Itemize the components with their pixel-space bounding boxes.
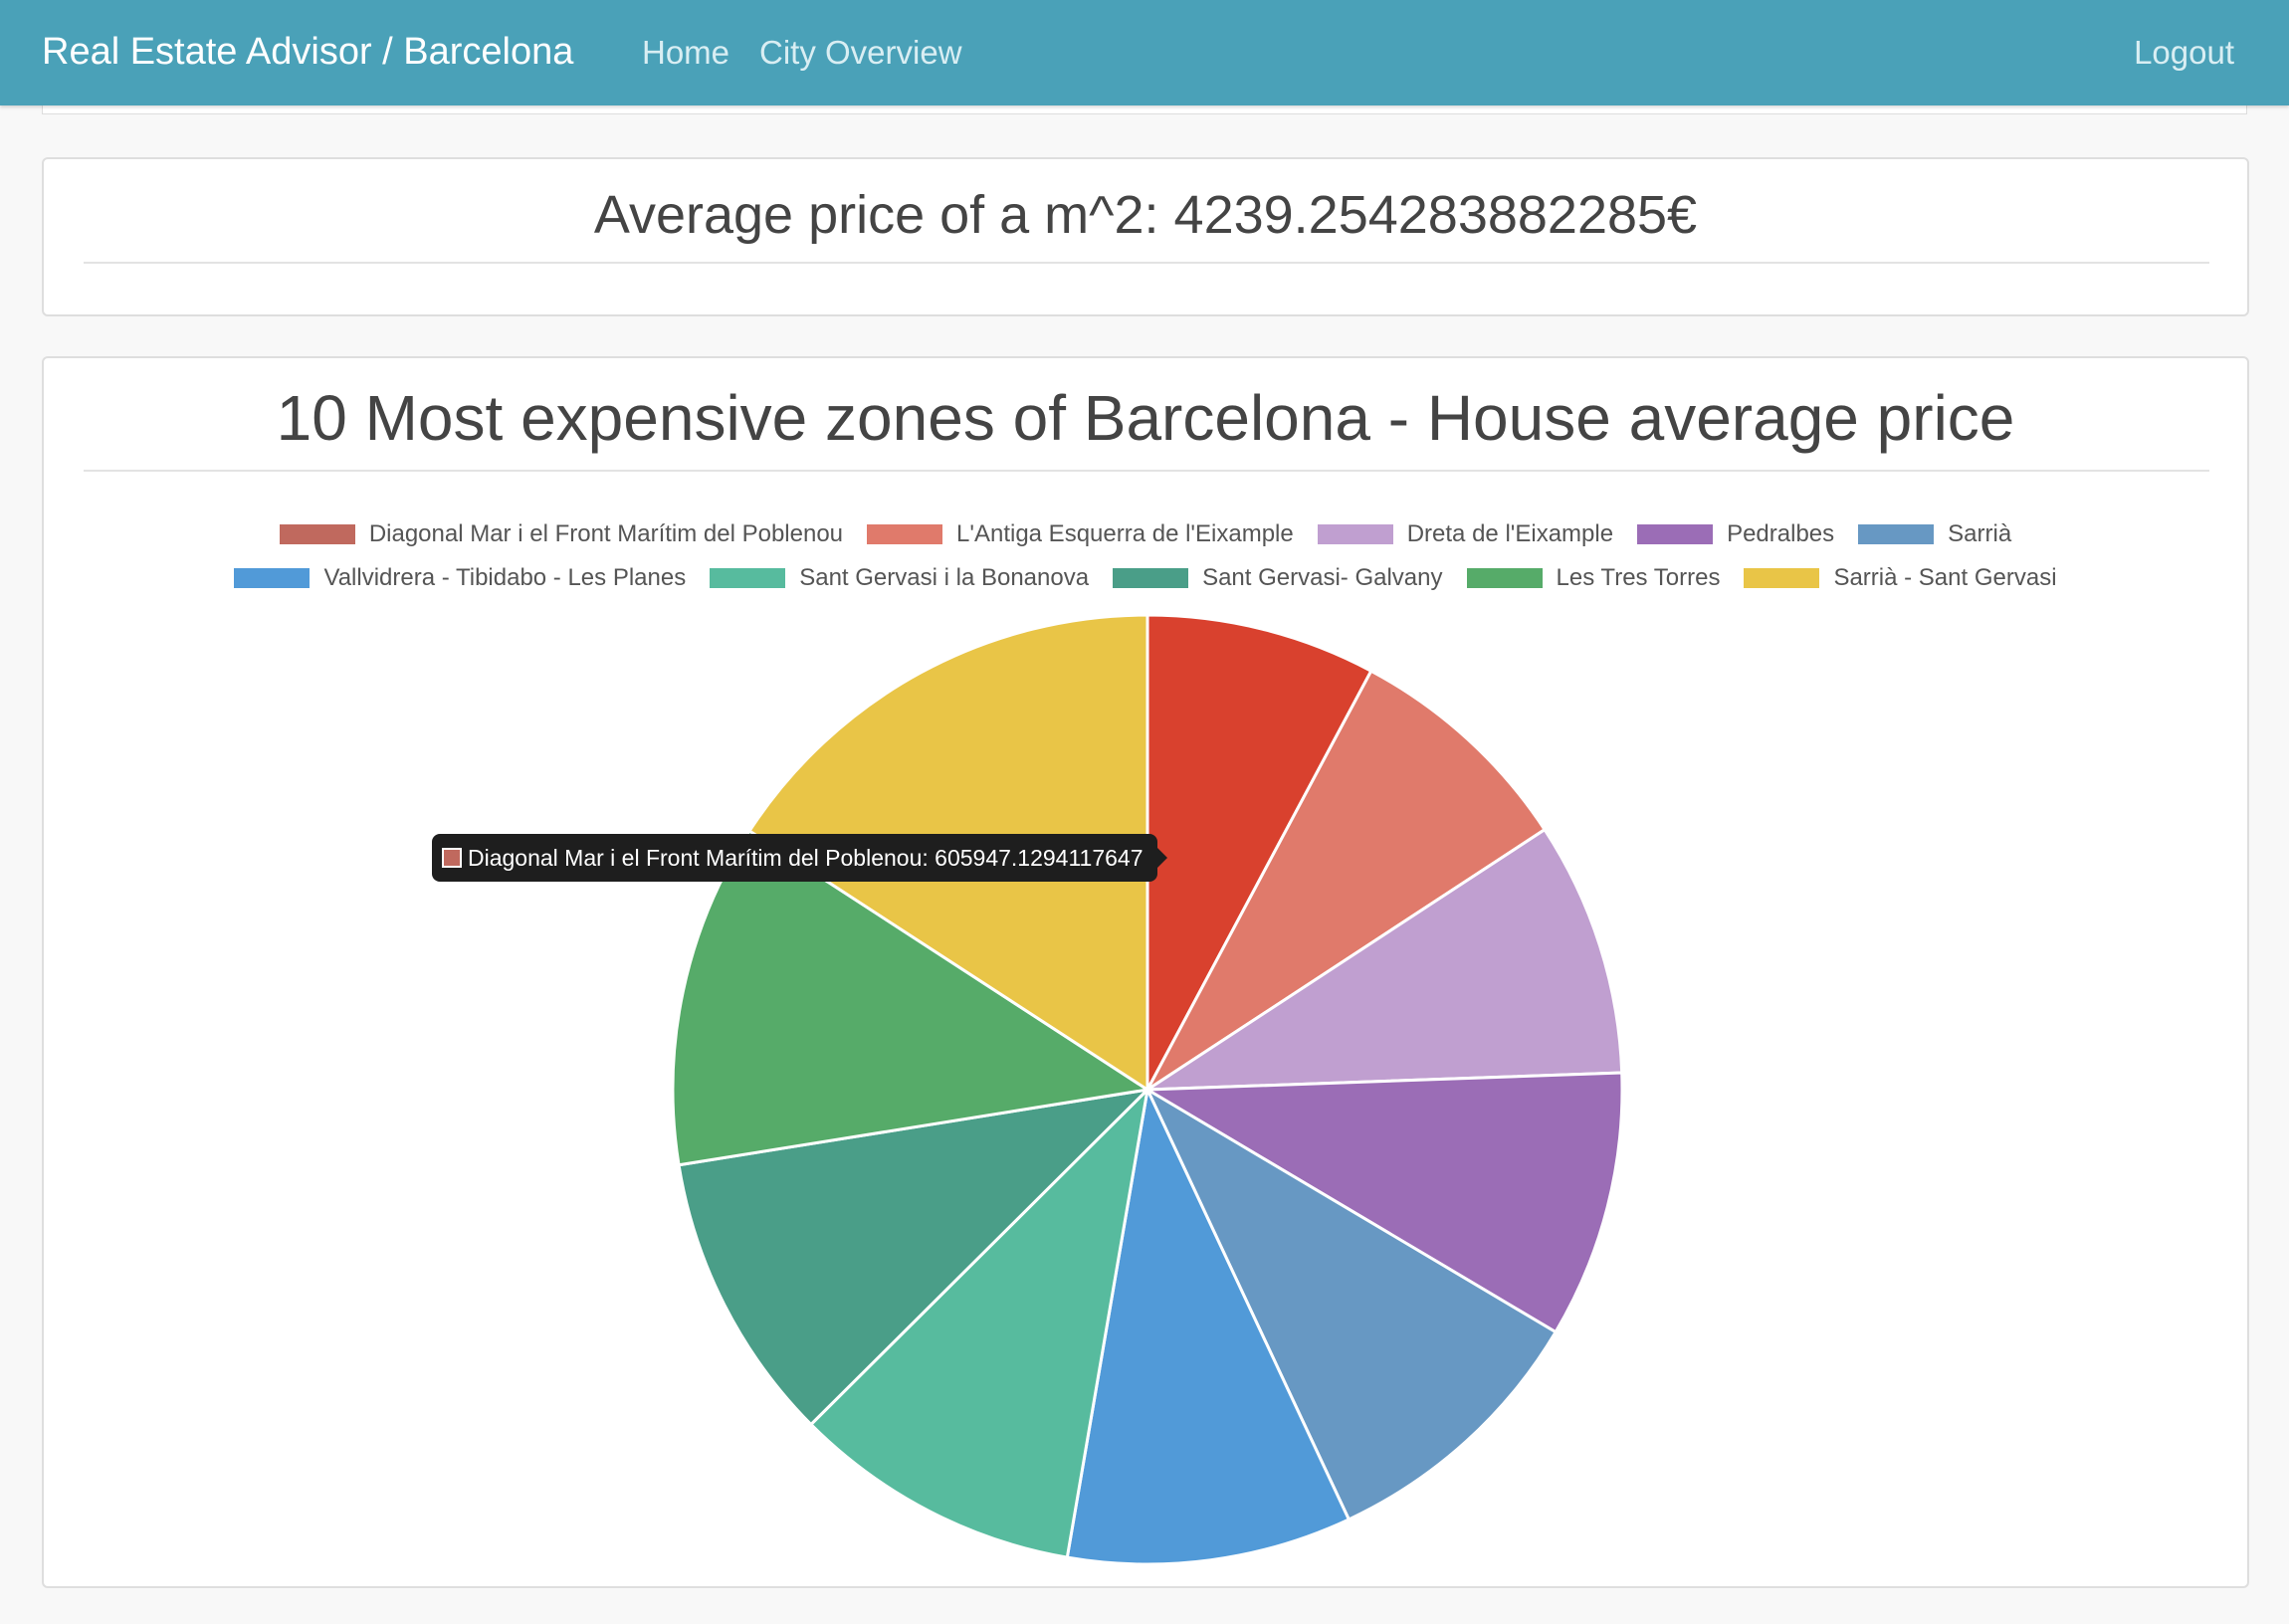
panel-divider: [84, 262, 2209, 264]
legend-item[interactable]: Sarrià: [1858, 519, 2011, 549]
legend-label: Dreta de l'Eixample: [1406, 520, 1614, 547]
legend-swatch: [1637, 524, 1714, 544]
legend-item[interactable]: L'Antiga Esquerra de l'Eixample: [867, 519, 1294, 549]
nav-link-home[interactable]: Home: [642, 34, 730, 71]
legend-label: Diagonal Mar i el Front Marítim del Pobl…: [368, 520, 844, 547]
navbar: Real Estate Advisor / Barcelona Home Cit…: [0, 0, 2289, 105]
brand-link[interactable]: Real Estate Advisor / Barcelona: [42, 31, 574, 73]
legend-label: Pedralbes: [1727, 520, 1835, 547]
legend-label: Sant Gervasi i la Bonanova: [799, 564, 1090, 591]
legend-label: Les Tres Torres: [1556, 564, 1721, 591]
pie-chart: [671, 613, 1624, 1566]
legend-swatch: [279, 524, 355, 544]
pie-slice[interactable]: [1142, 1071, 1624, 1334]
average-price-title: Average price of a m^2: 4239.25428388228…: [593, 185, 1698, 245]
legend-item[interactable]: Les Tres Torres: [1466, 563, 1721, 593]
pie-slice[interactable]: [677, 1087, 1152, 1427]
chart-panel: 10 Most expensive zones of Barcelona - H…: [42, 356, 2249, 1588]
legend-item[interactable]: Sarrià - Sant Gervasi: [1744, 563, 2057, 593]
legend-label: L'Antiga Esquerra de l'Eixample: [956, 520, 1294, 547]
tooltip-swatch: [442, 848, 462, 868]
pie-slice[interactable]: [1065, 1085, 1352, 1566]
legend-label: Sarrià: [1948, 520, 2012, 547]
legend-swatch: [1466, 568, 1543, 588]
pie-slice[interactable]: [1144, 1086, 1559, 1522]
legend-item[interactable]: Diagonal Mar i el Front Marítim del Pobl…: [279, 519, 844, 549]
pie-slice[interactable]: [1145, 669, 1548, 1092]
legend-item[interactable]: Pedralbes: [1637, 519, 1834, 549]
legend-swatch: [1113, 568, 1189, 588]
chart-tooltip: Diagonal Mar i el Front Marítim del Pobl…: [432, 834, 1166, 882]
average-price-panel: Average price of a m^2: 4239.25428388228…: [42, 157, 2249, 316]
legend-swatch: [1317, 524, 1393, 544]
legend-swatch: [234, 568, 311, 588]
legend-item[interactable]: Sant Gervasi- Galvany: [1113, 563, 1443, 593]
legend-row: Vallvidrera - Tibidabo - Les Planes Sant…: [44, 563, 2247, 593]
pie-slice[interactable]: [1142, 827, 1624, 1092]
panel-divider: [84, 470, 2209, 472]
legend-item[interactable]: Dreta de l'Eixample: [1317, 519, 1614, 549]
tooltip-text: Diagonal Mar i el Front Marítim del Pobl…: [468, 845, 1144, 871]
legend-swatch: [1858, 524, 1935, 544]
nav-link-city-overview[interactable]: City Overview: [759, 34, 962, 71]
chart-title: 10 Most expensive zones of Barcelona - H…: [276, 382, 2015, 454]
legend-label: Sarrià - Sant Gervasi: [1833, 564, 2057, 591]
legend-row: Diagonal Mar i el Front Marítim del Pobl…: [44, 519, 2247, 549]
legend-item[interactable]: Sant Gervasi i la Bonanova: [710, 563, 1089, 593]
pie-slice[interactable]: [1145, 613, 1373, 1091]
legend-swatch: [867, 524, 943, 544]
legend-label: Sant Gervasi- Galvany: [1202, 564, 1443, 591]
legend-item[interactable]: Vallvidrera - Tibidabo - Les Planes: [234, 563, 686, 593]
logout-link[interactable]: Logout: [2134, 34, 2234, 71]
legend-label: Vallvidrera - Tibidabo - Les Planes: [323, 564, 687, 591]
legend-swatch: [1744, 568, 1820, 588]
legend-swatch: [710, 568, 786, 588]
pie-slice[interactable]: [808, 1085, 1150, 1559]
